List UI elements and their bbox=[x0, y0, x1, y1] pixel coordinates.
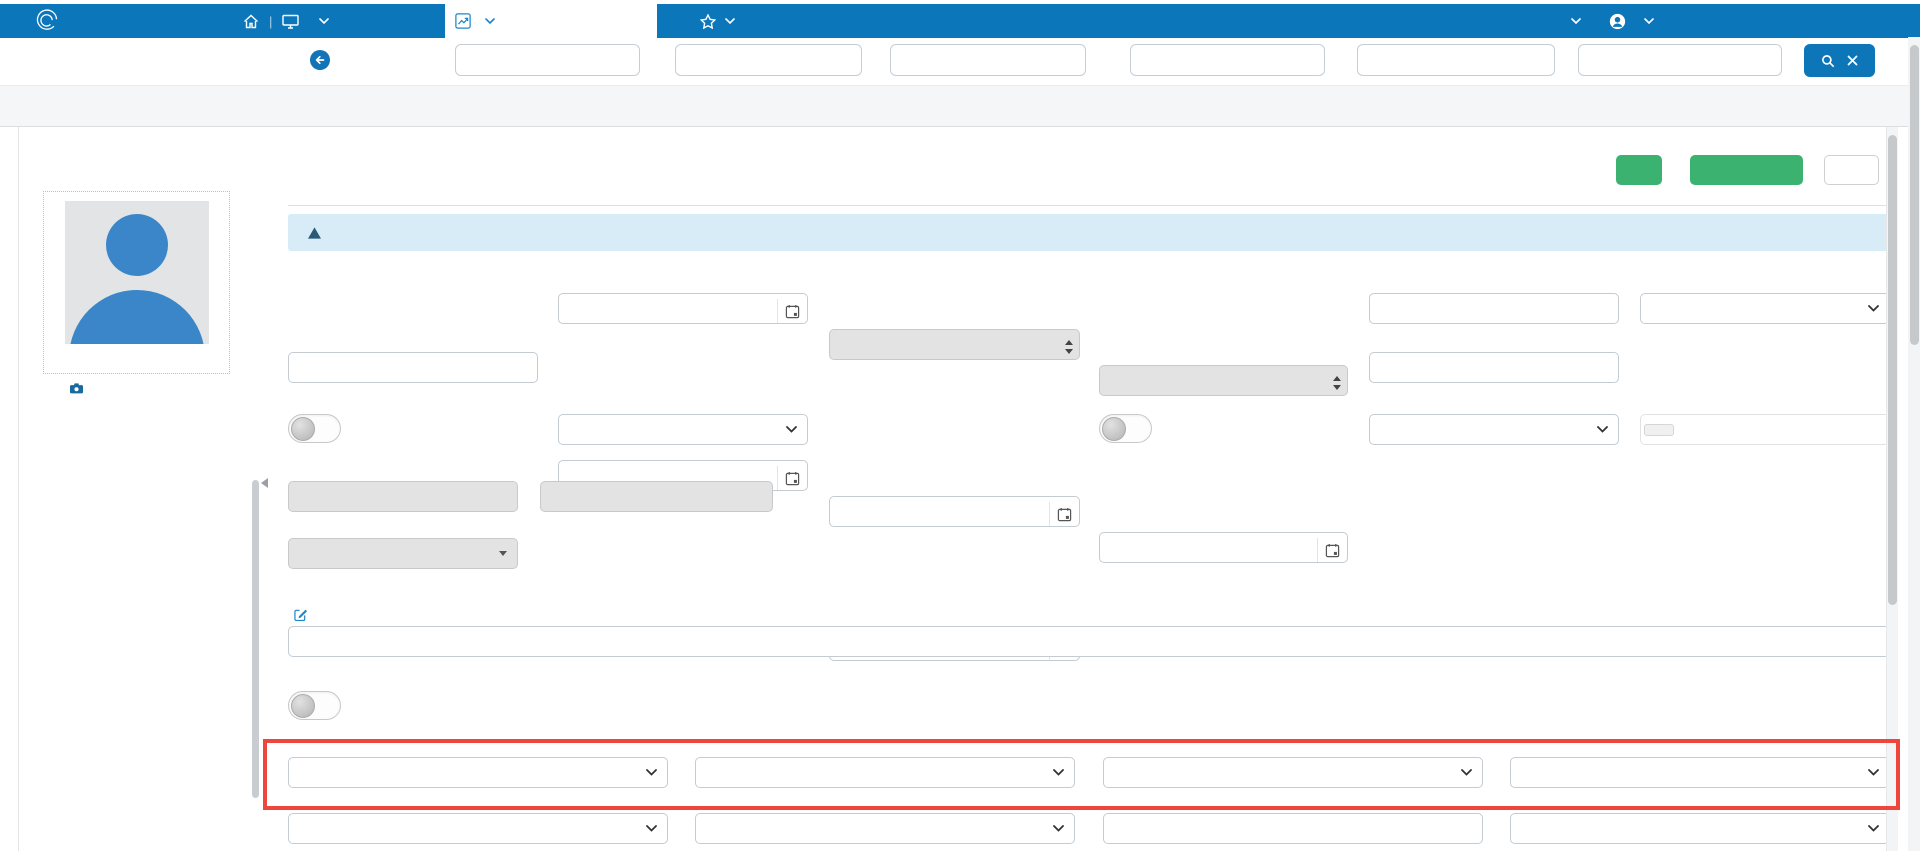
date-input[interactable] bbox=[558, 293, 808, 324]
fund-select[interactable] bbox=[695, 757, 1075, 788]
chevron-down-icon bbox=[1053, 769, 1064, 776]
home-icon[interactable] bbox=[243, 14, 259, 29]
amount-input bbox=[829, 329, 1080, 360]
site-chapter-select bbox=[288, 538, 518, 569]
chevron-down-icon bbox=[646, 825, 657, 832]
event-select[interactable] bbox=[1103, 757, 1483, 788]
collapse-icon[interactable] bbox=[261, 478, 268, 488]
deposit-date-input[interactable] bbox=[1099, 532, 1348, 563]
phone-search-input[interactable] bbox=[1357, 44, 1555, 76]
chevron-down-icon[interactable] bbox=[319, 18, 330, 24]
last-name-search-input[interactable] bbox=[455, 44, 640, 76]
attached-document-dropzone[interactable] bbox=[1640, 414, 1890, 445]
chevron-down-icon[interactable] bbox=[1644, 18, 1654, 24]
acknowledged-toggle[interactable] bbox=[288, 414, 341, 443]
constituent-id-search-input[interactable] bbox=[890, 44, 1086, 76]
toggle-knob bbox=[291, 416, 315, 441]
tax-deduct-input bbox=[1099, 365, 1348, 396]
chevron-down-icon bbox=[646, 769, 657, 776]
calendar-icon[interactable] bbox=[777, 299, 807, 323]
nav-divider: | bbox=[269, 13, 273, 29]
star-icon[interactable] bbox=[700, 13, 716, 29]
dropdown-arrow bbox=[499, 551, 507, 556]
window-scrollbar-thumb[interactable] bbox=[1910, 45, 1919, 345]
calendar-icon[interactable] bbox=[1317, 538, 1347, 562]
calendar-icon[interactable] bbox=[1049, 502, 1079, 526]
sidebar-scrollbar[interactable] bbox=[252, 480, 259, 798]
receipt-number-input[interactable] bbox=[1369, 293, 1619, 324]
sidebar-border bbox=[18, 127, 19, 851]
cancel-button[interactable] bbox=[1824, 155, 1879, 185]
back-button[interactable] bbox=[310, 50, 330, 70]
chevron-down-icon[interactable] bbox=[485, 18, 495, 24]
constituent-info-panel bbox=[46, 464, 236, 562]
monitor-icon bbox=[282, 14, 300, 29]
postmark-date-input[interactable] bbox=[829, 496, 1080, 527]
close-icon bbox=[1847, 55, 1858, 66]
location-select[interactable] bbox=[288, 813, 668, 844]
fundraising-goal-category-select[interactable] bbox=[1510, 813, 1890, 844]
avatar-body bbox=[69, 290, 205, 344]
txn-id-input bbox=[540, 481, 773, 512]
divider bbox=[288, 205, 1890, 206]
chevron-down-icon bbox=[786, 426, 797, 433]
save-and-new-button[interactable] bbox=[1690, 155, 1803, 185]
chevron-down-icon bbox=[1053, 825, 1064, 832]
for-select[interactable] bbox=[288, 757, 668, 788]
appeal-select[interactable] bbox=[1510, 757, 1890, 788]
split-transaction-toggle[interactable] bbox=[288, 691, 341, 720]
user-icon[interactable] bbox=[1609, 13, 1626, 30]
acknowledged-how-select[interactable] bbox=[558, 414, 808, 445]
chevron-down-icon[interactable] bbox=[725, 18, 735, 24]
first-name-search-input[interactable] bbox=[675, 44, 862, 76]
chevron-down-icon bbox=[1868, 769, 1879, 776]
chevron-down-icon bbox=[1868, 305, 1879, 312]
deposit-batch-id-input[interactable] bbox=[1369, 352, 1619, 383]
family-select[interactable] bbox=[695, 813, 1075, 844]
attached-document-category-select[interactable] bbox=[1369, 414, 1619, 445]
number-stepper bbox=[1065, 340, 1073, 354]
profile-photo-frame bbox=[43, 191, 230, 374]
brand-swirl-icon bbox=[34, 8, 60, 34]
linked-invoice-banner bbox=[288, 214, 1890, 251]
recognition-name-input[interactable] bbox=[1103, 813, 1483, 844]
chevron-down-icon bbox=[1461, 769, 1472, 776]
check-number-input[interactable] bbox=[288, 352, 538, 383]
search-button[interactable] bbox=[1804, 44, 1875, 77]
toggle-knob bbox=[291, 693, 315, 718]
add-profile-picture-link[interactable] bbox=[70, 383, 88, 394]
active-app-tab[interactable] bbox=[445, 4, 657, 38]
number-stepper bbox=[1333, 376, 1341, 390]
transaction-id-input bbox=[288, 481, 518, 512]
transaction-categories-input[interactable] bbox=[288, 626, 1890, 657]
content-scrollbar-thumb[interactable] bbox=[1888, 135, 1897, 605]
profile-tab-bar bbox=[0, 85, 1920, 127]
toggle-knob bbox=[1102, 416, 1126, 441]
brand-logo bbox=[26, 4, 60, 38]
top-nav-bar: | bbox=[0, 4, 1920, 38]
payment-type-select[interactable] bbox=[1640, 293, 1890, 324]
search-icon bbox=[1821, 54, 1835, 68]
is-document-acknowledged-toggle[interactable] bbox=[1099, 414, 1152, 443]
chevron-down-icon bbox=[1597, 426, 1608, 433]
email-search-input[interactable] bbox=[1130, 44, 1325, 76]
save-button[interactable] bbox=[1616, 155, 1662, 185]
edit-icon[interactable] bbox=[294, 608, 307, 621]
calendar-icon[interactable] bbox=[777, 466, 807, 490]
back-icon bbox=[310, 50, 330, 70]
warning-icon bbox=[308, 226, 321, 239]
select-files-button[interactable] bbox=[1644, 423, 1674, 436]
chevron-down-icon bbox=[1868, 825, 1879, 832]
avatar bbox=[65, 201, 209, 344]
chart-icon bbox=[455, 13, 471, 29]
chevron-down-icon[interactable] bbox=[1571, 18, 1581, 24]
avatar-head bbox=[106, 214, 168, 276]
camera-icon bbox=[70, 383, 83, 394]
street-search-input[interactable] bbox=[1578, 44, 1782, 76]
